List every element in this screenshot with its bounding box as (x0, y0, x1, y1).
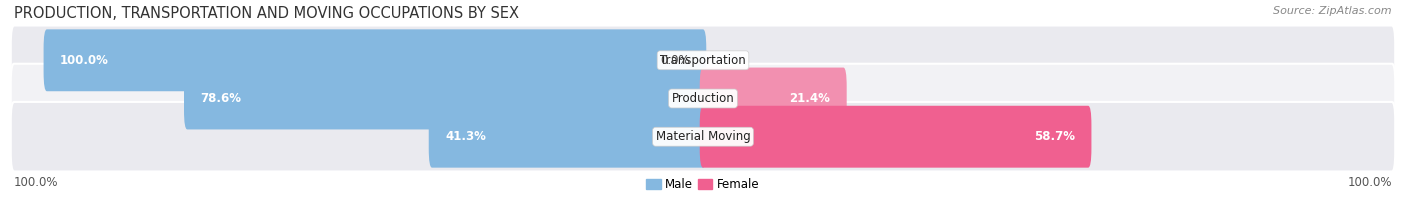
FancyBboxPatch shape (184, 68, 706, 129)
Text: 58.7%: 58.7% (1033, 130, 1076, 143)
FancyBboxPatch shape (429, 106, 706, 168)
Text: 78.6%: 78.6% (201, 92, 242, 105)
FancyBboxPatch shape (700, 68, 846, 129)
Legend: Male, Female: Male, Female (641, 174, 765, 196)
Text: Production: Production (672, 92, 734, 105)
Text: PRODUCTION, TRANSPORTATION AND MOVING OCCUPATIONS BY SEX: PRODUCTION, TRANSPORTATION AND MOVING OC… (14, 6, 519, 21)
Text: Material Moving: Material Moving (655, 130, 751, 143)
FancyBboxPatch shape (11, 26, 1395, 95)
Text: 100.0%: 100.0% (14, 176, 59, 189)
Text: 100.0%: 100.0% (1347, 176, 1392, 189)
FancyBboxPatch shape (11, 102, 1395, 171)
Text: 41.3%: 41.3% (446, 130, 486, 143)
FancyBboxPatch shape (11, 64, 1395, 133)
FancyBboxPatch shape (700, 106, 1091, 168)
Text: Transportation: Transportation (661, 54, 745, 67)
Text: 21.4%: 21.4% (789, 92, 831, 105)
Text: 0.0%: 0.0% (661, 54, 690, 67)
Text: Source: ZipAtlas.com: Source: ZipAtlas.com (1274, 6, 1392, 16)
FancyBboxPatch shape (44, 29, 706, 91)
Text: 100.0%: 100.0% (60, 54, 108, 67)
